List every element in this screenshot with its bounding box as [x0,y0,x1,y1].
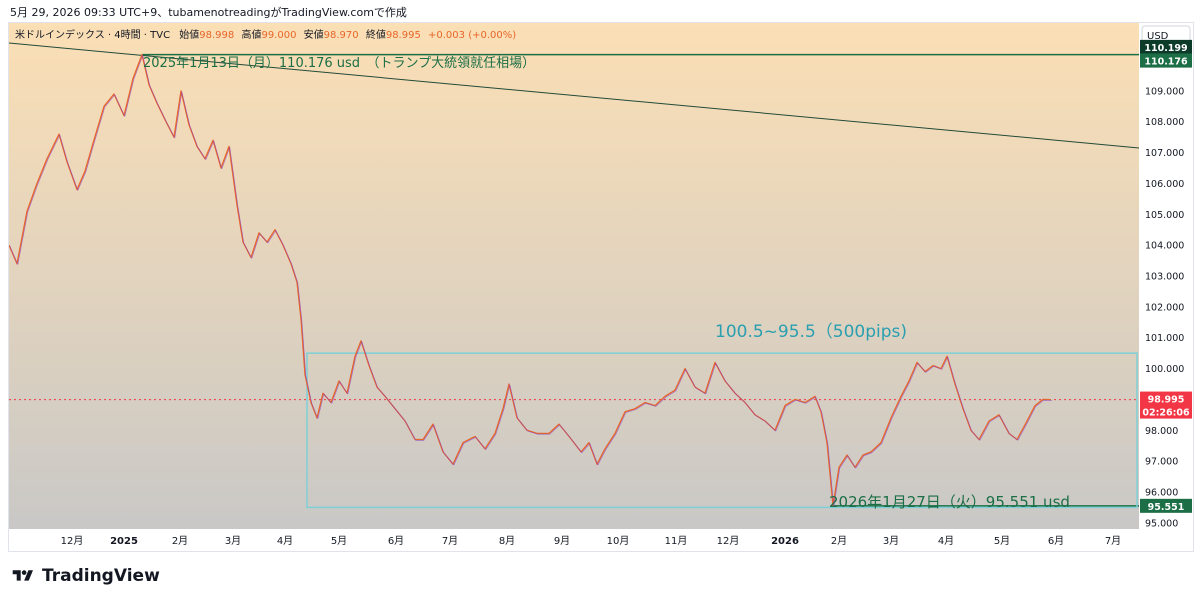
y-tick-label: 103.000 [1145,272,1184,283]
y-tick-label: 106.000 [1145,179,1184,190]
tradingview-icon [12,570,33,581]
x-tick-label: 2月 [172,535,188,547]
x-tick-label: 5月 [331,535,347,547]
y-tick-label: 107.000 [1145,148,1184,159]
y-tick-label: 102.000 [1145,302,1184,313]
x-tick-label: 6月 [388,535,404,547]
price-tag-bottom-bg [1140,498,1192,513]
annotation-top-label[interactable]: 2025年1月13日（月）110.176 usd （トランプ大統領就任相場） [143,55,535,71]
x-tick-label: 2月 [831,535,847,547]
axis-panel-background [1139,23,1193,551]
x-tick-label: 3月 [883,535,899,547]
y-tick-label: 100.000 [1145,364,1184,375]
x-tick-label: 4月 [277,535,293,547]
chart-frame[interactable]: 2025年1月13日（月）110.176 usd （トランプ大統領就任相場） 1… [8,22,1194,552]
y-tick-label: 97.000 [1145,457,1178,468]
price-tag-current-bg [1140,391,1192,406]
y-tick-label: 95.000 [1145,518,1178,529]
x-tick-label: 11月 [665,535,688,547]
tradingview-brand: TradingView [42,566,160,586]
price-tag-countdown: 02:26:06 [1142,408,1190,419]
x-tick-label: 6月 [1048,535,1064,547]
price-tag-current: 98.995 [1148,395,1185,406]
x-tick-label: 4月 [938,535,954,547]
x-tick-label: 2026 [771,536,799,547]
open-label: 始値 [179,28,199,41]
symbol-title: 米ドルインデックス · 4時間 · TVC [15,28,170,41]
y-tick-label: 105.000 [1145,210,1184,221]
y-tick-label: 96.000 [1145,487,1178,498]
close-label: 終値 [366,28,386,41]
price-tag-top1-bg [1140,39,1192,54]
chart-caption: 5月 29, 2026 09:33 UTC+9、tubamenotreading… [10,6,407,19]
close-value: 98.995 [386,30,421,41]
x-tick-label: 12月 [717,535,740,547]
y-tick-label: 104.000 [1145,241,1184,252]
range-box[interactable] [306,352,1138,509]
y-tick-label: 108.000 [1145,117,1184,128]
price-tag-top2-bg [1140,53,1192,68]
annotation-bottom-label[interactable]: 2026年1月27日（火）95.551 usd [829,493,1070,511]
y-tick-label: 109.000 [1145,86,1184,97]
low-label: 安値 [304,28,324,41]
y-tick-label: 98.000 [1145,426,1178,437]
x-tick-label: 8月 [499,535,515,547]
price-series-shadow [9,55,1052,507]
price-tags: 110.199 110.176 98.995 02:26:06 95.551 [1140,39,1192,513]
x-tick-label: 7月 [442,535,458,547]
x-tick-label: 2025 [110,536,138,547]
x-tick-label: 5月 [994,535,1010,547]
price-tag-bottom: 95.551 [1148,502,1185,513]
x-tick-label: 10月 [607,535,630,547]
tradingview-logo[interactable]: TradingView [10,565,160,587]
open-value: 98.998 [199,30,234,41]
low-value: 98.970 [324,30,359,41]
price-tag-top1: 110.199 [1144,43,1187,54]
x-tick-label: 9月 [554,535,570,547]
change-value: +0.003 (+0.00%) [428,30,516,41]
legend-header: 米ドルインデックス · 4時間 · TVC 始値98.998 高値99.000 … [15,28,516,41]
high-label: 高値 [241,28,261,41]
time-axis-background [9,529,1193,551]
price-tag-top2: 110.176 [1144,57,1188,68]
x-tick-label: 7月 [1105,535,1121,547]
x-tick-label: 12月 [61,535,84,547]
chart-background [9,23,1193,551]
time-axis[interactable]: 12月 2025 2月 3月 4月 5月 6月 7月 8月 9月 10月 11月 12月 2026 2月 3月… [61,535,1122,547]
trend-line[interactable] [9,42,1139,149]
currency-label: USD [1147,31,1169,42]
price-tag-countdown-bg [1140,404,1192,419]
x-tick-label: 3月 [225,535,241,547]
svg-text:米ドルインデックス · 4時間 · TVC: 米ドルインデックス · 4時間 · TVC 始値98.998 高値99.000 … [15,28,516,41]
high-value: 99.000 [261,30,296,41]
annotation-range-label[interactable]: 100.5~95.5（500pips) [715,322,907,342]
price-series-line [9,53,1052,507]
price-chart[interactable]: 2025年1月13日（月）110.176 usd （トランプ大統領就任相場） 1… [9,23,1193,551]
y-tick-label: 101.000 [1145,333,1184,344]
